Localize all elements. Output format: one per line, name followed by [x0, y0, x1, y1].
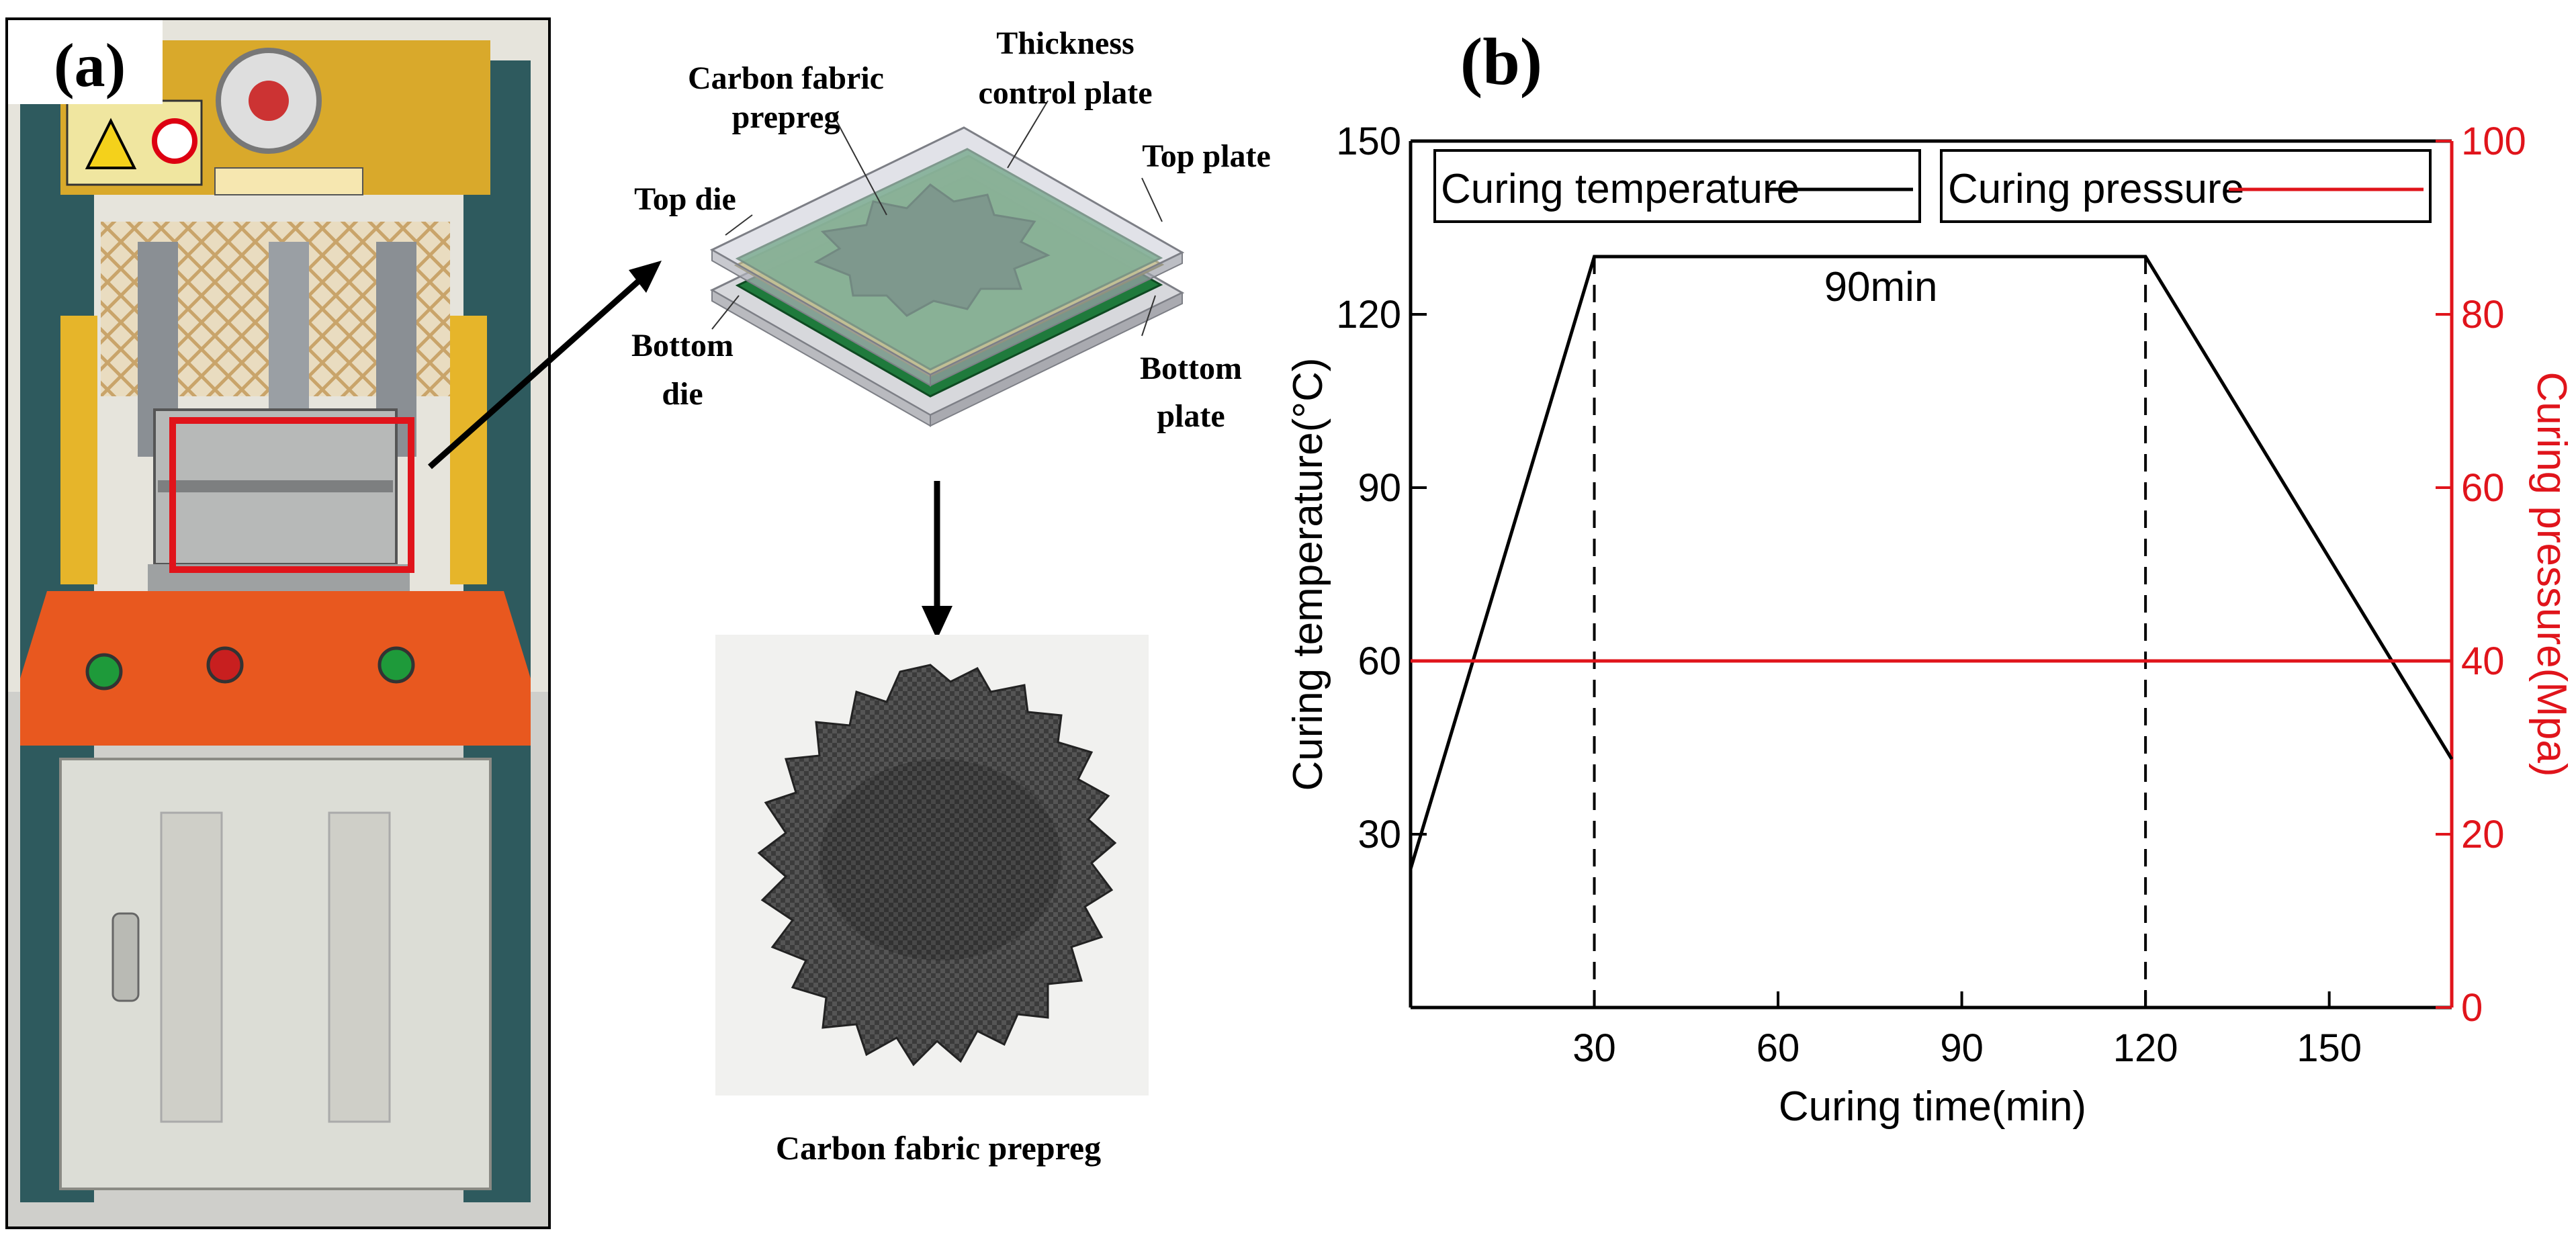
- x-tick-label-4: 150: [2297, 1026, 2362, 1070]
- right-tick-label-3: 60: [2461, 466, 2505, 510]
- arrow-right-icon: [428, 274, 646, 470]
- legend-temperature-box: [1433, 149, 1921, 223]
- arrow-right-icon-head: [629, 261, 662, 293]
- curing-chart: Curing temperature Curing pressure 90min…: [1285, 120, 2575, 1130]
- x-tick-label-2: 90: [1940, 1026, 1984, 1070]
- callout-prepreg-line1: Carbon fabric: [688, 60, 884, 96]
- callout-top-plate: Top plate: [1142, 138, 1271, 174]
- x-tick-label-0: 30: [1572, 1026, 1616, 1070]
- series-line-temperature: [1409, 255, 2454, 870]
- left-tick-label-3: 120: [1336, 293, 1401, 337]
- left-tick-label-1: 60: [1358, 639, 1401, 683]
- callout-top-die: Top die: [634, 181, 736, 217]
- left-tick-label-4: 150: [1336, 120, 1401, 163]
- prepreg-sample-photo: [715, 635, 1149, 1096]
- callout-bottom-plate-line2: plate: [1157, 398, 1225, 434]
- legend-pressure-label: Curing pressure: [1948, 166, 2244, 212]
- mold-assembly-diagram: [709, 100, 1185, 427]
- callout-thickness-line1: Thickness: [996, 26, 1134, 61]
- legend-pressure-box: [1940, 149, 2432, 223]
- legend-temperature-label: Curing temperature: [1441, 166, 1800, 212]
- x-tick-label-3: 120: [2113, 1026, 2178, 1070]
- right-tick-label-5: 100: [2461, 120, 2526, 163]
- right-tick-label-4: 80: [2461, 293, 2505, 337]
- x-axis-title: Curing time(min): [1779, 1083, 2086, 1130]
- panel-a-label: (a): [54, 31, 126, 99]
- x-tick-label-1: 60: [1757, 1026, 1800, 1070]
- callout-bottom-plate-line1: Bottom: [1140, 351, 1242, 386]
- panel-b-label: (b): [1460, 24, 1542, 99]
- left-tick-label-2: 90: [1358, 466, 1401, 510]
- arrow-down-icon-head: [922, 606, 952, 639]
- sample-caption: Carbon fabric prepreg: [776, 1129, 1101, 1167]
- left-tick-label-0: 30: [1358, 813, 1401, 856]
- right-tick-label-0: 0: [2461, 986, 2483, 1030]
- highlight-box: [169, 417, 414, 573]
- callout-bottom-die-line1: Bottom: [631, 328, 734, 363]
- right-tick-label-2: 40: [2461, 639, 2505, 683]
- right-axis-title: Curing pressure(Mpa): [2528, 372, 2575, 777]
- callout-thickness-line2: control plate: [978, 75, 1152, 111]
- hydraulic-press-photo: [5, 17, 551, 1229]
- callout-bottom-die-line2: die: [662, 376, 703, 412]
- hold-duration-annotation: 90min: [1824, 264, 1938, 310]
- right-tick-label-1: 20: [2461, 813, 2505, 856]
- callout-prepreg-line2: prepreg: [732, 99, 840, 135]
- left-axis-title: Curing temperature(°C): [1285, 357, 1331, 791]
